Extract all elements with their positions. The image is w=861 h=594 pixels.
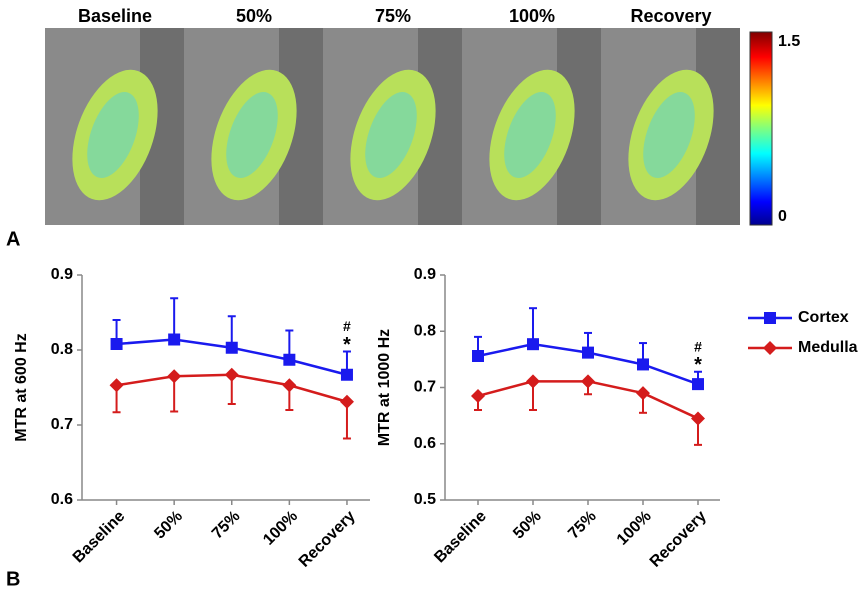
marker bbox=[339, 394, 354, 409]
marker bbox=[168, 333, 181, 346]
marker bbox=[582, 346, 594, 359]
marker bbox=[636, 386, 650, 401]
x-tick-label: 75% bbox=[209, 508, 244, 543]
marker bbox=[527, 338, 539, 351]
marker bbox=[167, 369, 182, 384]
panel-label: B bbox=[6, 568, 20, 590]
colorbar bbox=[749, 31, 773, 226]
x-tick-label: 100% bbox=[260, 508, 301, 549]
marker bbox=[224, 367, 239, 382]
marker bbox=[283, 353, 296, 366]
legend-marker bbox=[764, 312, 776, 324]
y-tick-label: 0.7 bbox=[51, 416, 73, 433]
annotation: * bbox=[694, 354, 702, 376]
x-tick-label: Baseline bbox=[431, 508, 490, 567]
marker bbox=[225, 341, 238, 354]
annotation: * bbox=[343, 334, 351, 356]
image-label: Baseline bbox=[78, 6, 152, 26]
marker bbox=[581, 374, 595, 389]
image-label: 75% bbox=[375, 6, 411, 26]
image-label: 100% bbox=[509, 6, 555, 26]
colorbar-tick-label: 0 bbox=[778, 208, 787, 225]
x-tick-label: Recovery bbox=[296, 508, 359, 571]
marker bbox=[637, 358, 649, 371]
marker bbox=[472, 350, 484, 362]
image-label: Recovery bbox=[630, 6, 711, 26]
image-label: 50% bbox=[236, 6, 272, 26]
x-tick-label: 50% bbox=[151, 508, 186, 543]
marker bbox=[471, 388, 485, 403]
y-tick-label: 0.5 bbox=[414, 491, 436, 508]
kidney-core bbox=[226, 92, 278, 178]
x-tick-label: Recovery bbox=[647, 508, 710, 571]
y-axis-label: MTR at 600 Hz bbox=[13, 333, 30, 441]
marker bbox=[282, 378, 297, 393]
kidney-core bbox=[365, 92, 417, 178]
kidney-core bbox=[504, 92, 556, 178]
annotation: # bbox=[343, 318, 351, 334]
y-tick-label: 0.9 bbox=[414, 266, 436, 283]
y-axis-label: MTR at 1000 Hz bbox=[376, 329, 393, 446]
marker bbox=[340, 368, 353, 381]
marker bbox=[110, 338, 123, 350]
legend-label: Medulla bbox=[798, 339, 858, 356]
marker bbox=[692, 378, 704, 391]
y-tick-label: 0.6 bbox=[51, 491, 73, 508]
marker bbox=[691, 411, 705, 426]
x-tick-label: 50% bbox=[510, 508, 545, 543]
x-tick-label: 75% bbox=[565, 508, 600, 543]
kidney-core bbox=[643, 92, 695, 178]
annotation: # bbox=[694, 338, 702, 354]
colorbar-tick-label: 1.5 bbox=[778, 33, 800, 50]
y-tick-label: 0.6 bbox=[414, 435, 436, 452]
x-tick-label: 100% bbox=[614, 508, 655, 549]
marker bbox=[109, 378, 124, 393]
y-tick-label: 0.9 bbox=[51, 266, 73, 283]
y-tick-label: 0.8 bbox=[51, 341, 73, 358]
x-tick-label: Baseline bbox=[70, 508, 129, 567]
legend-label: Cortex bbox=[798, 309, 849, 326]
panel-label: A bbox=[6, 228, 20, 250]
legend-marker bbox=[763, 341, 777, 355]
marker bbox=[526, 374, 540, 389]
y-tick-label: 0.8 bbox=[414, 322, 436, 339]
y-tick-label: 0.7 bbox=[414, 379, 436, 396]
kidney-core bbox=[87, 92, 139, 178]
